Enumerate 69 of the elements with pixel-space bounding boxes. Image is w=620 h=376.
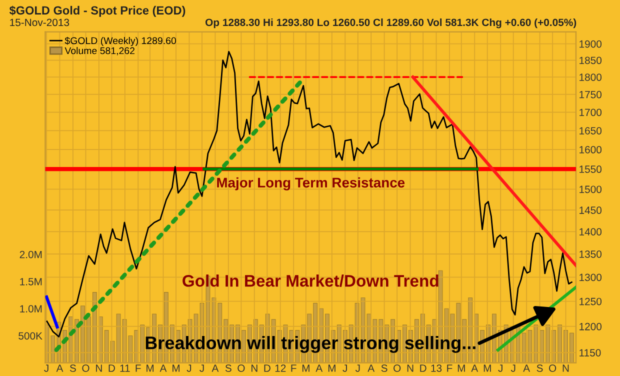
y-tick-label: 1450 xyxy=(580,206,602,214)
x-tick-label: A xyxy=(368,364,375,372)
x-tick-label: A xyxy=(160,364,167,372)
y-tick-label: 1200 xyxy=(580,322,602,330)
y-tick-label: 1750 xyxy=(580,90,602,98)
x-tick-label: O xyxy=(82,364,90,372)
x-tick-label: M xyxy=(302,364,310,372)
y-tick-label: 1700 xyxy=(580,108,602,116)
x-tick-label: F xyxy=(447,364,452,372)
x-tick-label: M xyxy=(458,364,465,372)
chart-subtitle: 15-Nov-2013 xyxy=(10,18,70,26)
y-tick-label: 1900 xyxy=(580,40,602,48)
y2-tick-label: 1.5M xyxy=(20,278,42,286)
x-tick-label: J xyxy=(186,364,192,372)
x-tick-label: D xyxy=(420,364,426,372)
ref-line-label: Major Long Term Resistance xyxy=(217,177,405,190)
y-tick-label: 1800 xyxy=(580,74,602,81)
x-tick-label: O xyxy=(394,364,401,372)
x-tick-label: M xyxy=(172,364,180,372)
x-tick-label: S xyxy=(536,364,543,372)
y2-tick-label: 2.0M xyxy=(20,250,42,258)
y-tick-label: 1850 xyxy=(580,56,602,64)
annotation: Gold In Bear Market/Down Trend xyxy=(182,274,438,287)
x-tick-label: J xyxy=(510,364,516,372)
x-tick-label: J xyxy=(44,364,48,372)
y-tick-label: 1300 xyxy=(580,274,602,282)
text: Op 1288.30 Hi 1293.80 Lo 1260.50 Cl 1289.60 Vol 581.3K Chg +0.60 (+0.05%) xyxy=(206,18,576,28)
y-tick-label: 1400 xyxy=(580,228,602,236)
x-tick-label: D xyxy=(108,364,115,372)
x-tick-label: M xyxy=(146,364,154,372)
x-tick-label: N xyxy=(407,364,414,372)
x-tick-label: N xyxy=(96,364,102,372)
x-tick-label: S xyxy=(225,364,232,372)
legend-label: $GOLD (Weekly) 1289.60 xyxy=(64,36,176,46)
x-tick-label: F xyxy=(291,364,296,372)
x-tick-label: A xyxy=(56,364,64,372)
y-tick-label: 1600 xyxy=(580,146,602,154)
chart-title: $GOLD Gold - Spot Price (EOD) xyxy=(9,6,186,17)
x-tick-label: A xyxy=(523,364,530,372)
x-tick-label: D xyxy=(264,364,270,372)
x-tick-label: J xyxy=(342,364,347,372)
y2-tick-label: 500K xyxy=(18,332,42,340)
x-tick-label: J xyxy=(498,364,502,372)
x-tick-label: A xyxy=(316,364,323,372)
x-tick-label: J xyxy=(355,364,360,372)
y-tick-label: 1350 xyxy=(580,250,602,258)
x-tick-label: O xyxy=(238,364,245,372)
x-tick-label: M xyxy=(484,364,491,372)
x-tick-label: A xyxy=(471,364,478,372)
x-tick-label: N xyxy=(251,364,258,372)
annotation: Breakdown will trigger strong selling... xyxy=(146,336,476,353)
x-tick-label: 13 xyxy=(431,364,442,372)
y-tick-label: 1550 xyxy=(580,166,602,173)
y-tick-label: 1500 xyxy=(580,186,602,194)
x-tick-label: 11 xyxy=(120,364,130,372)
x-tick-label: 12 xyxy=(275,364,286,372)
y2-tick-label: 1.0M xyxy=(20,305,42,312)
y-tick-label: 1250 xyxy=(580,298,602,306)
x-tick-label: M xyxy=(328,364,336,372)
y-tick-label: 1150 xyxy=(580,349,601,356)
x-tick-label: S xyxy=(381,364,388,372)
x-tick-label: J xyxy=(200,364,204,372)
x-tick-label: A xyxy=(212,364,219,372)
x-tick-label: S xyxy=(70,364,76,372)
x-tick-label: F xyxy=(136,364,141,372)
legend-label: Volume 581,262 xyxy=(64,47,134,56)
y-tick-label: 1650 xyxy=(580,127,602,134)
x-tick-label: O xyxy=(548,364,556,372)
x-tick-label: N xyxy=(562,364,569,372)
